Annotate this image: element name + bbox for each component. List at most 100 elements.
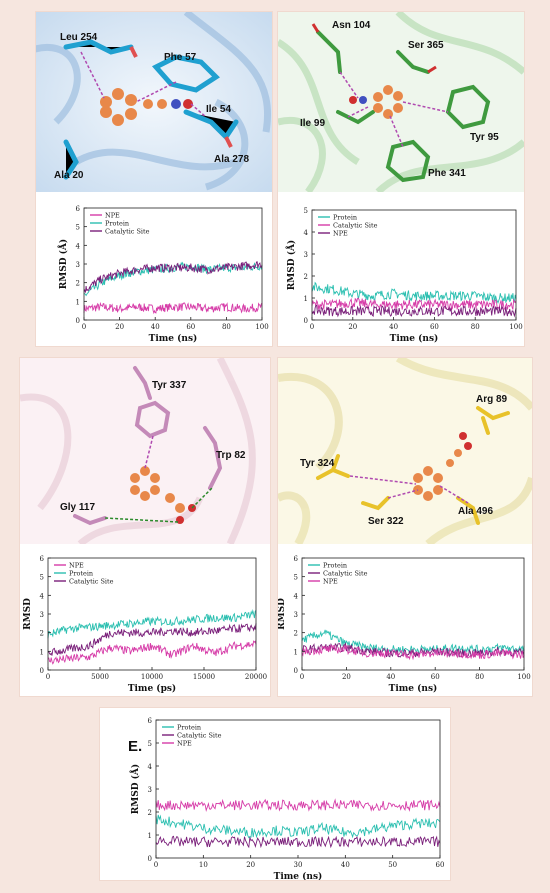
plot-frame xyxy=(155,719,441,859)
residue-label: Ile 99 xyxy=(300,118,325,129)
series-line-npe xyxy=(155,798,441,813)
y-axis-label: RMSD (Å) xyxy=(57,239,69,289)
y-tick-label: 2 xyxy=(76,280,80,288)
residue-label: Ile 54 xyxy=(206,104,231,115)
x-tick-label: 20 xyxy=(342,673,351,681)
y-tick-label: 1 xyxy=(76,298,80,306)
x-tick-label: 60 xyxy=(431,673,440,681)
series-line-npe xyxy=(301,644,525,661)
y-tick-label: 3 xyxy=(76,261,80,269)
residue-label: Gly 117 xyxy=(60,502,95,513)
molecular-view-b: Asn 104 Ser 365 Ile 99 Tyr 95 Phe 341 xyxy=(278,12,524,192)
x-tick-label: 0 xyxy=(310,323,314,331)
x-tick-label: 100 xyxy=(255,323,268,331)
series-line-protein xyxy=(47,609,257,639)
y-tick-label: 1 xyxy=(304,295,308,303)
y-axis-label: RMSD xyxy=(278,598,287,630)
y-tick-label: 6 xyxy=(76,205,81,213)
y-tick-label: 1 xyxy=(294,648,298,656)
y-tick-label: 4 xyxy=(304,229,309,237)
legend-entry: Protein xyxy=(105,220,129,228)
y-tick-label: 4 xyxy=(76,242,81,250)
series-line-catalytic-site xyxy=(155,835,441,849)
x-tick-label: 80 xyxy=(475,673,484,681)
y-tick-label: 5 xyxy=(76,224,80,232)
panel-c: C. Tyr 337 Trp 82 Gly 117 01234560500010… xyxy=(20,358,270,696)
panel-d: D. Arg 89 Tyr 324 Ser 322 Ala 496 012345… xyxy=(278,358,532,696)
y-tick-label: 1 xyxy=(148,832,152,840)
y-axis-label: RMSD (Å) xyxy=(285,240,297,290)
legend-entry: Catalytic Site xyxy=(323,570,368,578)
x-tick-label: 30 xyxy=(294,861,303,869)
series-line-protein xyxy=(155,814,441,839)
legend-entry: Protein xyxy=(333,214,357,222)
x-tick-label: 0 xyxy=(154,861,158,869)
y-tick-label: 0 xyxy=(40,667,44,675)
x-axis-label: Time (ns) xyxy=(149,333,198,344)
residue-label: Leu 254 xyxy=(60,32,98,43)
panel-a: A. Leu 254 Phe 57 Ile 54 xyxy=(36,12,272,346)
x-tick-label: 10 xyxy=(199,861,208,869)
x-tick-label: 0 xyxy=(300,673,304,681)
series-line-npe xyxy=(83,301,263,315)
rmsd-chart-b: 0 1 2 3 4 5 0 20 40 60 80 100 Time (ns) RMSD (Å) Prote… xyxy=(285,207,523,344)
residue-label: Trp 82 xyxy=(216,450,246,461)
y-tick-label: 3 xyxy=(148,786,152,794)
y-tick-label: 2 xyxy=(40,630,44,638)
y-tick-label: 2 xyxy=(304,273,308,281)
legend-entry: NPE xyxy=(177,740,192,748)
plot-frame xyxy=(311,209,517,321)
residue-label: Ala 20 xyxy=(54,170,84,181)
x-tick-label: 100 xyxy=(509,323,522,331)
x-axis-label: Time (ns) xyxy=(274,871,323,880)
series-line-catalytic-site xyxy=(83,261,263,293)
residue-label: Phe 341 xyxy=(428,168,466,179)
x-tick-label: 50 xyxy=(388,861,397,869)
series-line-catalytic-site xyxy=(301,642,525,658)
x-tick-label: 40 xyxy=(386,673,395,681)
y-tick-label: 0 xyxy=(294,667,298,675)
x-tick-label: 60 xyxy=(430,323,439,331)
y-tick-label: 2 xyxy=(148,809,152,817)
legend-entry: NPE xyxy=(105,212,120,220)
y-axis-label: RMSD (Å) xyxy=(129,764,141,814)
residue-label: Ala 496 xyxy=(458,506,493,517)
x-tick-label: 80 xyxy=(222,323,231,331)
x-tick-label: 40 xyxy=(151,323,160,331)
y-tick-label: 0 xyxy=(76,317,80,325)
y-tick-label: 1 xyxy=(40,648,44,656)
legend-entry: Protein xyxy=(323,562,347,570)
legend-entry: Protein xyxy=(69,570,93,578)
y-tick-label: 3 xyxy=(304,251,308,259)
legend-entry: NPE xyxy=(333,230,348,238)
y-tick-label: 0 xyxy=(148,855,152,863)
y-tick-label: 3 xyxy=(294,611,298,619)
legend-entry: NPE xyxy=(323,578,338,586)
panel-letter: E. xyxy=(128,738,143,755)
legend-entry: Catalytic Site xyxy=(105,228,150,236)
series-line-npe xyxy=(311,304,517,318)
x-tick-label: 10000 xyxy=(141,673,163,681)
y-tick-label: 4 xyxy=(294,592,299,600)
x-tick-label: 20000 xyxy=(245,673,267,681)
y-tick-label: 4 xyxy=(148,763,153,771)
x-tick-label: 20 xyxy=(348,323,357,331)
residue-label: Ser 365 xyxy=(408,40,444,51)
residue-label: Asn 104 xyxy=(332,20,371,31)
x-axis-label: Time (ns) xyxy=(389,683,438,694)
legend-entry: Catalytic Site xyxy=(333,222,378,230)
x-tick-label: 40 xyxy=(341,861,350,869)
y-tick-label: 5 xyxy=(304,207,308,215)
residue-label: Tyr 324 xyxy=(300,458,335,469)
panel-e: 0 1 2 3 4 5 6 0 10 20 30 40 50 60 Time (ns) RMSD (Å) Pro… xyxy=(100,708,450,880)
x-tick-label: 60 xyxy=(186,323,195,331)
molecular-view-a: Leu 254 Phe 57 Ile 54 Ala 20 Ala 278 xyxy=(36,12,272,192)
x-tick-label: 60 xyxy=(436,861,445,869)
y-tick-label: 5 xyxy=(294,574,298,582)
y-tick-label: 0 xyxy=(304,317,308,325)
y-tick-label: 6 xyxy=(40,555,45,563)
residue-label: Ser 322 xyxy=(368,516,404,527)
y-tick-label: 6 xyxy=(294,555,299,563)
